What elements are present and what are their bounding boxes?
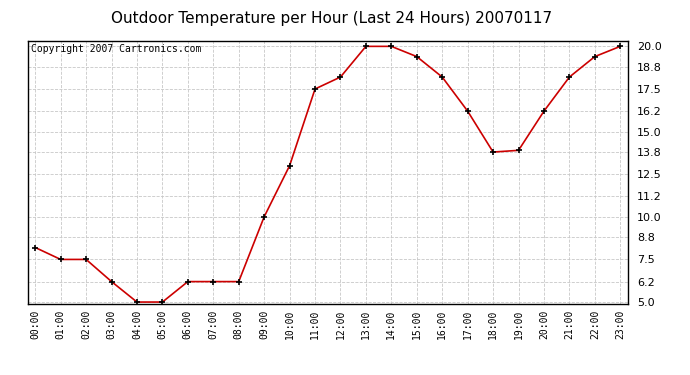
Text: Outdoor Temperature per Hour (Last 24 Hours) 20070117: Outdoor Temperature per Hour (Last 24 Ho… bbox=[110, 11, 552, 26]
Text: Copyright 2007 Cartronics.com: Copyright 2007 Cartronics.com bbox=[30, 44, 201, 54]
